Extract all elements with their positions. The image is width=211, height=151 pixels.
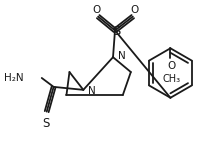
- Text: S: S: [112, 25, 120, 38]
- Text: S: S: [42, 117, 49, 130]
- Text: N: N: [118, 51, 126, 61]
- Text: H₂N: H₂N: [4, 73, 24, 83]
- Text: O: O: [131, 5, 139, 15]
- Text: CH₃: CH₃: [162, 74, 180, 84]
- Text: O: O: [167, 61, 176, 71]
- Text: O: O: [92, 5, 100, 15]
- Text: N: N: [88, 86, 96, 96]
